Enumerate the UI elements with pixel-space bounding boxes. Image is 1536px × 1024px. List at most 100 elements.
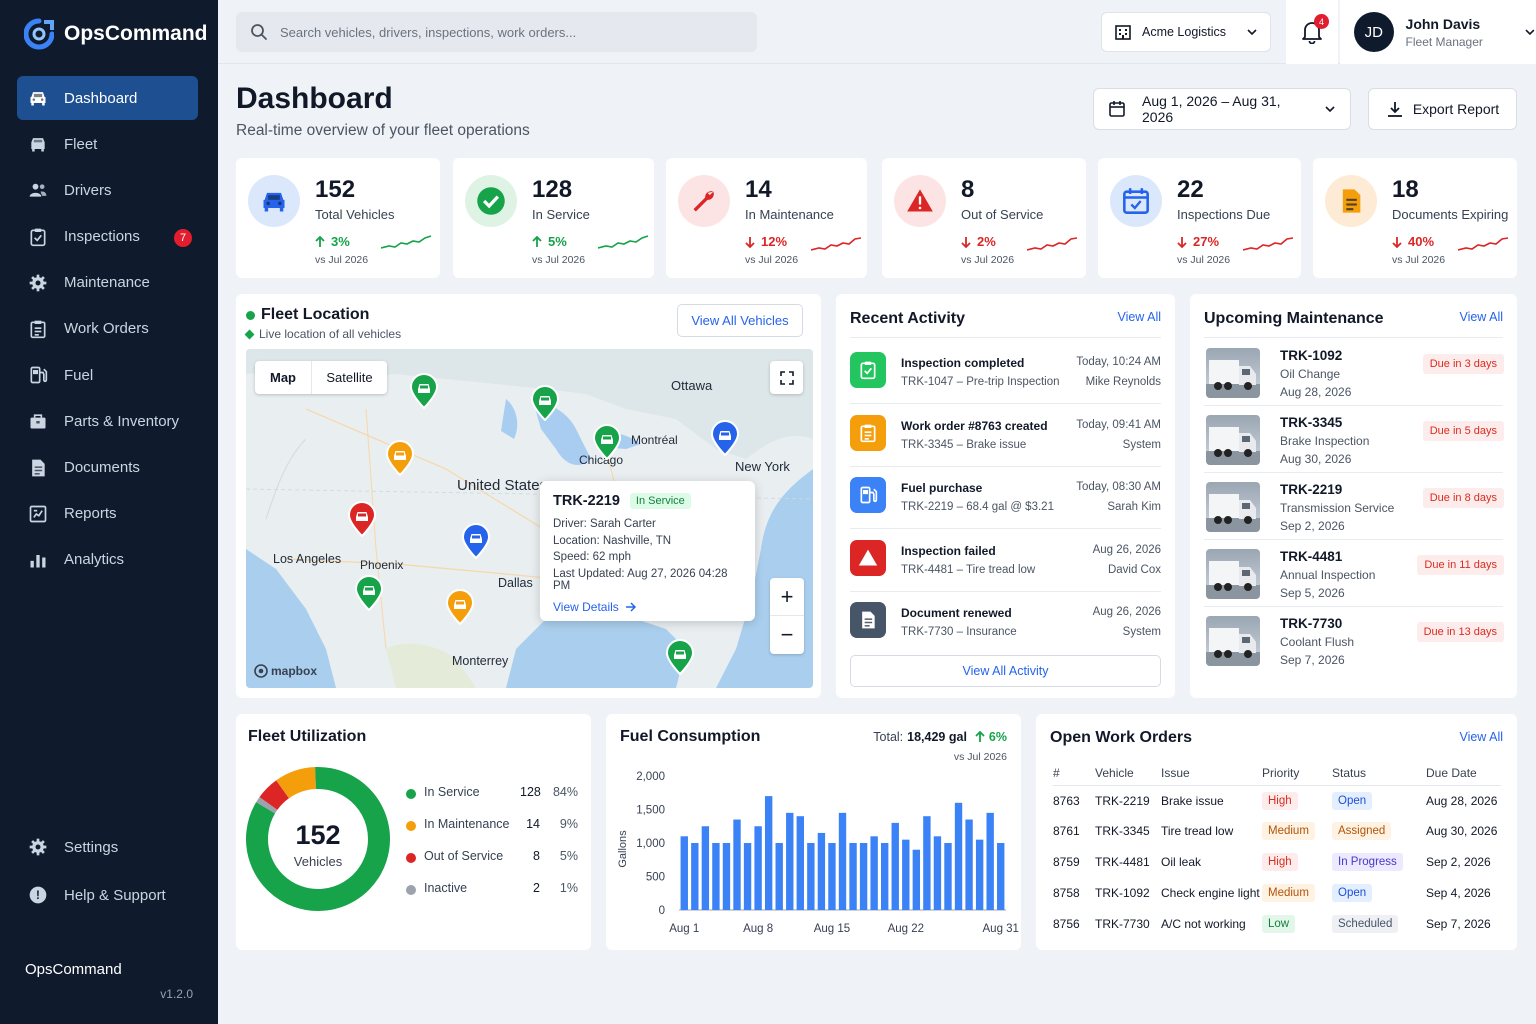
wo-vehicle: TRK-1092: [1095, 885, 1150, 900]
kpi-card-out-of-service[interactable]: 8 Out of Service 2% vs Jul 2026: [882, 158, 1086, 278]
map-tab-map[interactable]: Map: [270, 370, 296, 385]
sidebar-item-help-support[interactable]: ! Help & Support: [17, 872, 198, 918]
sidebar-item-work-orders[interactable]: Work Orders: [17, 307, 198, 351]
bar: [870, 836, 878, 910]
user-menu[interactable]: JD John Davis Fleet Manager: [1340, 0, 1536, 64]
sidebar-item-settings[interactable]: Settings: [17, 824, 198, 870]
sidebar-item-fuel[interactable]: Fuel: [17, 353, 198, 397]
table-row[interactable]: 8758 TRK-1092 Check engine light Medium …: [1053, 877, 1501, 908]
gear-wrench-icon: [27, 272, 49, 294]
maintenance-item[interactable]: TRK-3345 Brake Inspection Aug 30, 2026 D…: [1206, 415, 1504, 475]
legend-item: In Maintenance 14 9%: [406, 816, 578, 836]
kpi-card-in-service[interactable]: 128 In Service 5% vs Jul 2026: [453, 158, 654, 278]
activity-item[interactable]: Inspection failed TRK-4481 – Tire tread …: [850, 538, 1161, 596]
kpi-card-total-vehicles[interactable]: 152 Total Vehicles 3% vs Jul 2026: [236, 158, 440, 278]
maintenance-item[interactable]: TRK-4481 Annual Inspection Sep 5, 2026 D…: [1206, 549, 1504, 609]
maintenance-item[interactable]: TRK-7730 Coolant Flush Sep 7, 2026 Due i…: [1206, 616, 1504, 676]
org-selector[interactable]: Acme Logistics: [1101, 12, 1271, 52]
sidebar-item-documents[interactable]: Documents: [17, 446, 198, 490]
maintenance-service: Coolant Flush: [1280, 635, 1355, 649]
column-header[interactable]: Priority: [1262, 761, 1332, 786]
table-row[interactable]: 8761 TRK-3345 Tire tread low Medium Assi…: [1053, 816, 1501, 847]
wo-issue: A/C not working: [1161, 916, 1246, 931]
activity-item[interactable]: Document renewed TRK-7730 – Insurance Au…: [850, 600, 1161, 658]
fleet-utilization-title: Fleet Utilization: [248, 728, 367, 745]
document-icon: [27, 457, 49, 479]
sidebar-item-analytics[interactable]: Analytics: [17, 538, 198, 582]
vehicle-pin-icon[interactable]: [385, 440, 415, 477]
sidebar-item-label: Fleet: [64, 135, 98, 153]
arrow-up-icon: [315, 235, 325, 247]
search-input[interactable]: [280, 24, 720, 40]
sidebar-item-inspections[interactable]: Inspections 7: [17, 215, 198, 259]
vehicle-pin-icon[interactable]: [354, 575, 384, 612]
kpi-card-in-maintenance[interactable]: 14 In Maintenance 12% vs Jul 2026: [666, 158, 867, 278]
popup-view-details-link[interactable]: View Details: [553, 600, 742, 614]
sidebar-item-maintenance[interactable]: Maintenance: [17, 261, 198, 305]
sidebar-item-parts-inventory[interactable]: Parts & Inventory: [17, 399, 198, 443]
map-place-label: New York: [735, 459, 790, 474]
kpi-comparison: vs Jul 2026: [532, 254, 586, 266]
vehicle-pin-icon[interactable]: [461, 523, 491, 560]
sidebar-item-dashboard[interactable]: Dashboard: [17, 76, 198, 120]
wo-number: 8763: [1053, 793, 1080, 808]
vehicle-pin-icon[interactable]: [665, 639, 695, 676]
sidebar-item-drivers[interactable]: Drivers: [17, 168, 198, 212]
notification-badge: 4: [1314, 14, 1329, 29]
map-place-label: Phoenix: [360, 558, 404, 572]
maintenance-service: Transmission Service: [1280, 501, 1395, 515]
y-tick-label: 2,000: [636, 771, 665, 783]
table-row[interactable]: 8759 TRK-4481 Oil leak High In Progress …: [1053, 847, 1501, 878]
maintenance-view-all[interactable]: View All: [1459, 310, 1503, 324]
sidebar-item-fleet[interactable]: Fleet: [17, 122, 198, 166]
column-header[interactable]: Issue: [1161, 761, 1262, 786]
column-header[interactable]: #: [1053, 761, 1095, 786]
svg-text:!: !: [36, 889, 40, 902]
kpi-card-inspections-due[interactable]: 22 Inspections Due 27% vs Jul 2026: [1098, 158, 1301, 278]
vehicle-pin-icon[interactable]: [445, 589, 475, 626]
view-all-vehicles-button[interactable]: View All Vehicles: [677, 304, 803, 337]
view-all-activity-button[interactable]: View All Activity: [850, 655, 1161, 687]
fullscreen-button[interactable]: [770, 361, 803, 394]
column-header[interactable]: Status: [1332, 761, 1426, 786]
activity-time: Aug 26, 2026: [1092, 606, 1161, 618]
due-badge: Due in 13 days: [1416, 622, 1504, 642]
export-report-button[interactable]: Export Report: [1368, 88, 1517, 130]
sparkline: [1027, 237, 1078, 251]
table-row[interactable]: 8763 TRK-2219 Brake issue High Open Aug …: [1053, 785, 1501, 816]
maintenance-item[interactable]: TRK-1092 Oil Change Aug 28, 2026 Due in …: [1206, 348, 1504, 408]
work-orders-view-all[interactable]: View All: [1459, 730, 1503, 744]
vehicle-pin-icon[interactable]: [592, 424, 622, 461]
kpi-change-value: 12%: [761, 234, 788, 249]
zoom-in-button[interactable]: +: [770, 578, 804, 616]
bar: [986, 812, 994, 910]
priority-badge: High: [1262, 791, 1298, 810]
activity-title: Inspection failed: [901, 543, 996, 558]
legend-name: In Service: [424, 785, 480, 799]
sidebar-item-reports[interactable]: Reports: [17, 492, 198, 536]
zoom-out-button[interactable]: −: [780, 621, 794, 647]
vehicle-pin-icon[interactable]: [710, 420, 740, 457]
column-header[interactable]: Vehicle: [1095, 761, 1161, 786]
maintenance-item[interactable]: TRK-2219 Transmission Service Sep 2, 202…: [1206, 482, 1504, 542]
fleet-map[interactable]: Ottawa Montréal Chicago New York United …: [246, 349, 813, 688]
table-row[interactable]: 8756 TRK-7730 A/C not working Low Schedu…: [1053, 908, 1501, 939]
upcoming-maintenance-card: Upcoming Maintenance View All TRK-1092 O…: [1190, 294, 1517, 698]
kpi-value: 152: [315, 176, 356, 203]
wo-due-date: Aug 30, 2026: [1426, 824, 1498, 839]
brand[interactable]: OpsCommand: [24, 18, 208, 50]
notifications-button[interactable]: 4: [1286, 0, 1338, 64]
activity-item[interactable]: Work order #8763 created TRK-3345 – Brak…: [850, 413, 1161, 471]
activity-item[interactable]: Fuel purchase TRK-2219 – 68.4 gal @ $3.2…: [850, 475, 1161, 533]
recent-activity-view-all[interactable]: View All: [1117, 310, 1161, 324]
activity-item[interactable]: Inspection completed TRK-1047 – Pre-trip…: [850, 350, 1161, 408]
vehicle-pin-icon[interactable]: [347, 501, 377, 538]
column-header[interactable]: Due Date: [1426, 761, 1501, 786]
map-tab-satellite[interactable]: Satellite: [311, 361, 387, 394]
vehicle-pin-icon[interactable]: [409, 373, 439, 410]
vehicle-pin-icon[interactable]: [530, 385, 560, 422]
bar: [902, 839, 910, 910]
date-range-picker[interactable]: Aug 1, 2026 – Aug 31, 2026: [1093, 88, 1351, 130]
kpi-card-documents-expiring[interactable]: 18 Documents Expiring 40% vs Jul 2026: [1313, 158, 1517, 278]
search-bar[interactable]: [236, 12, 757, 52]
